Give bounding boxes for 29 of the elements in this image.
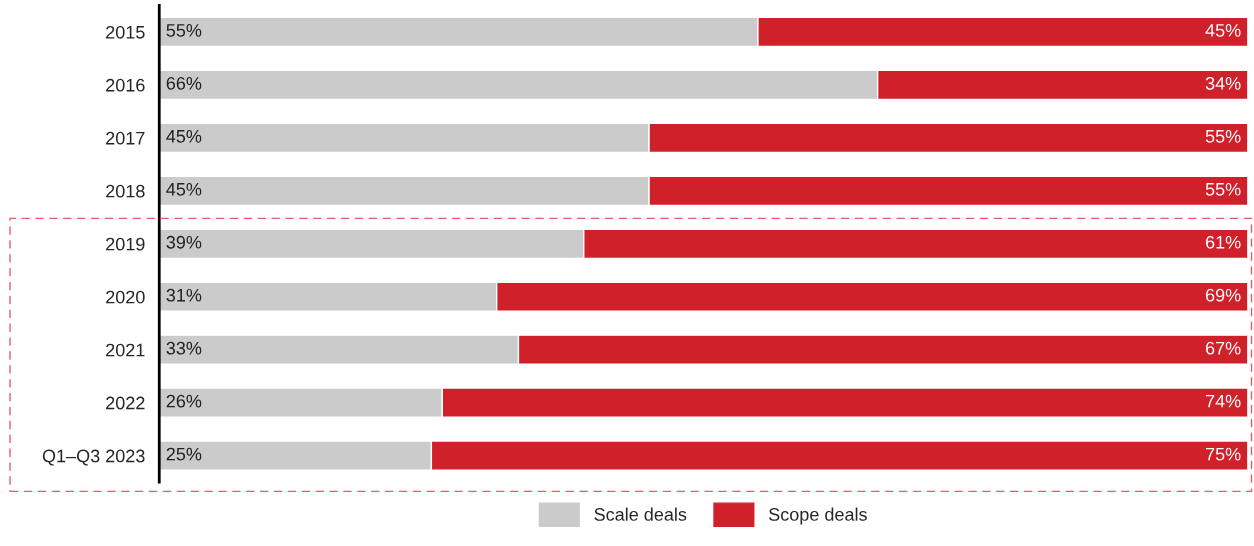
y-tick-label: 2019 <box>106 237 145 251</box>
data-label: 45% <box>166 182 202 196</box>
data-label: 26% <box>166 394 202 408</box>
data-label: 55% <box>1205 130 1241 143</box>
data-label: 69% <box>1205 288 1241 302</box>
data-label: 75% <box>1205 447 1241 461</box>
y-tick-label: 2020 <box>106 290 145 304</box>
y-tick-label: Q1–Q3 2023 <box>42 449 145 466</box>
y-tick-label: 2021 <box>106 343 145 357</box>
legend-label: Scale deals <box>594 507 687 521</box>
data-label: 31% <box>166 288 202 302</box>
data-label: 55% <box>166 24 202 37</box>
y-tick-label: 2018 <box>106 184 145 198</box>
data-label: 55% <box>1205 182 1241 196</box>
data-label: 39% <box>166 235 202 249</box>
data-label: 45% <box>166 130 202 143</box>
data-label: 66% <box>166 76 202 90</box>
legend-label: Scope deals <box>769 507 867 525</box>
data-label: 34% <box>1205 76 1241 90</box>
y-tick-label: 2017 <box>106 131 145 145</box>
y-tick-label: 2022 <box>106 396 145 410</box>
data-label: 61% <box>1205 235 1241 249</box>
data-label: 33% <box>166 341 202 355</box>
data-label: 74% <box>1205 394 1241 408</box>
data-label: 45% <box>1205 24 1241 37</box>
y-tick-label: 2016 <box>106 78 145 92</box>
y-tick-label: 2015 <box>106 25 145 39</box>
data-label: 67% <box>1205 341 1241 355</box>
data-label: 25% <box>166 447 202 461</box>
